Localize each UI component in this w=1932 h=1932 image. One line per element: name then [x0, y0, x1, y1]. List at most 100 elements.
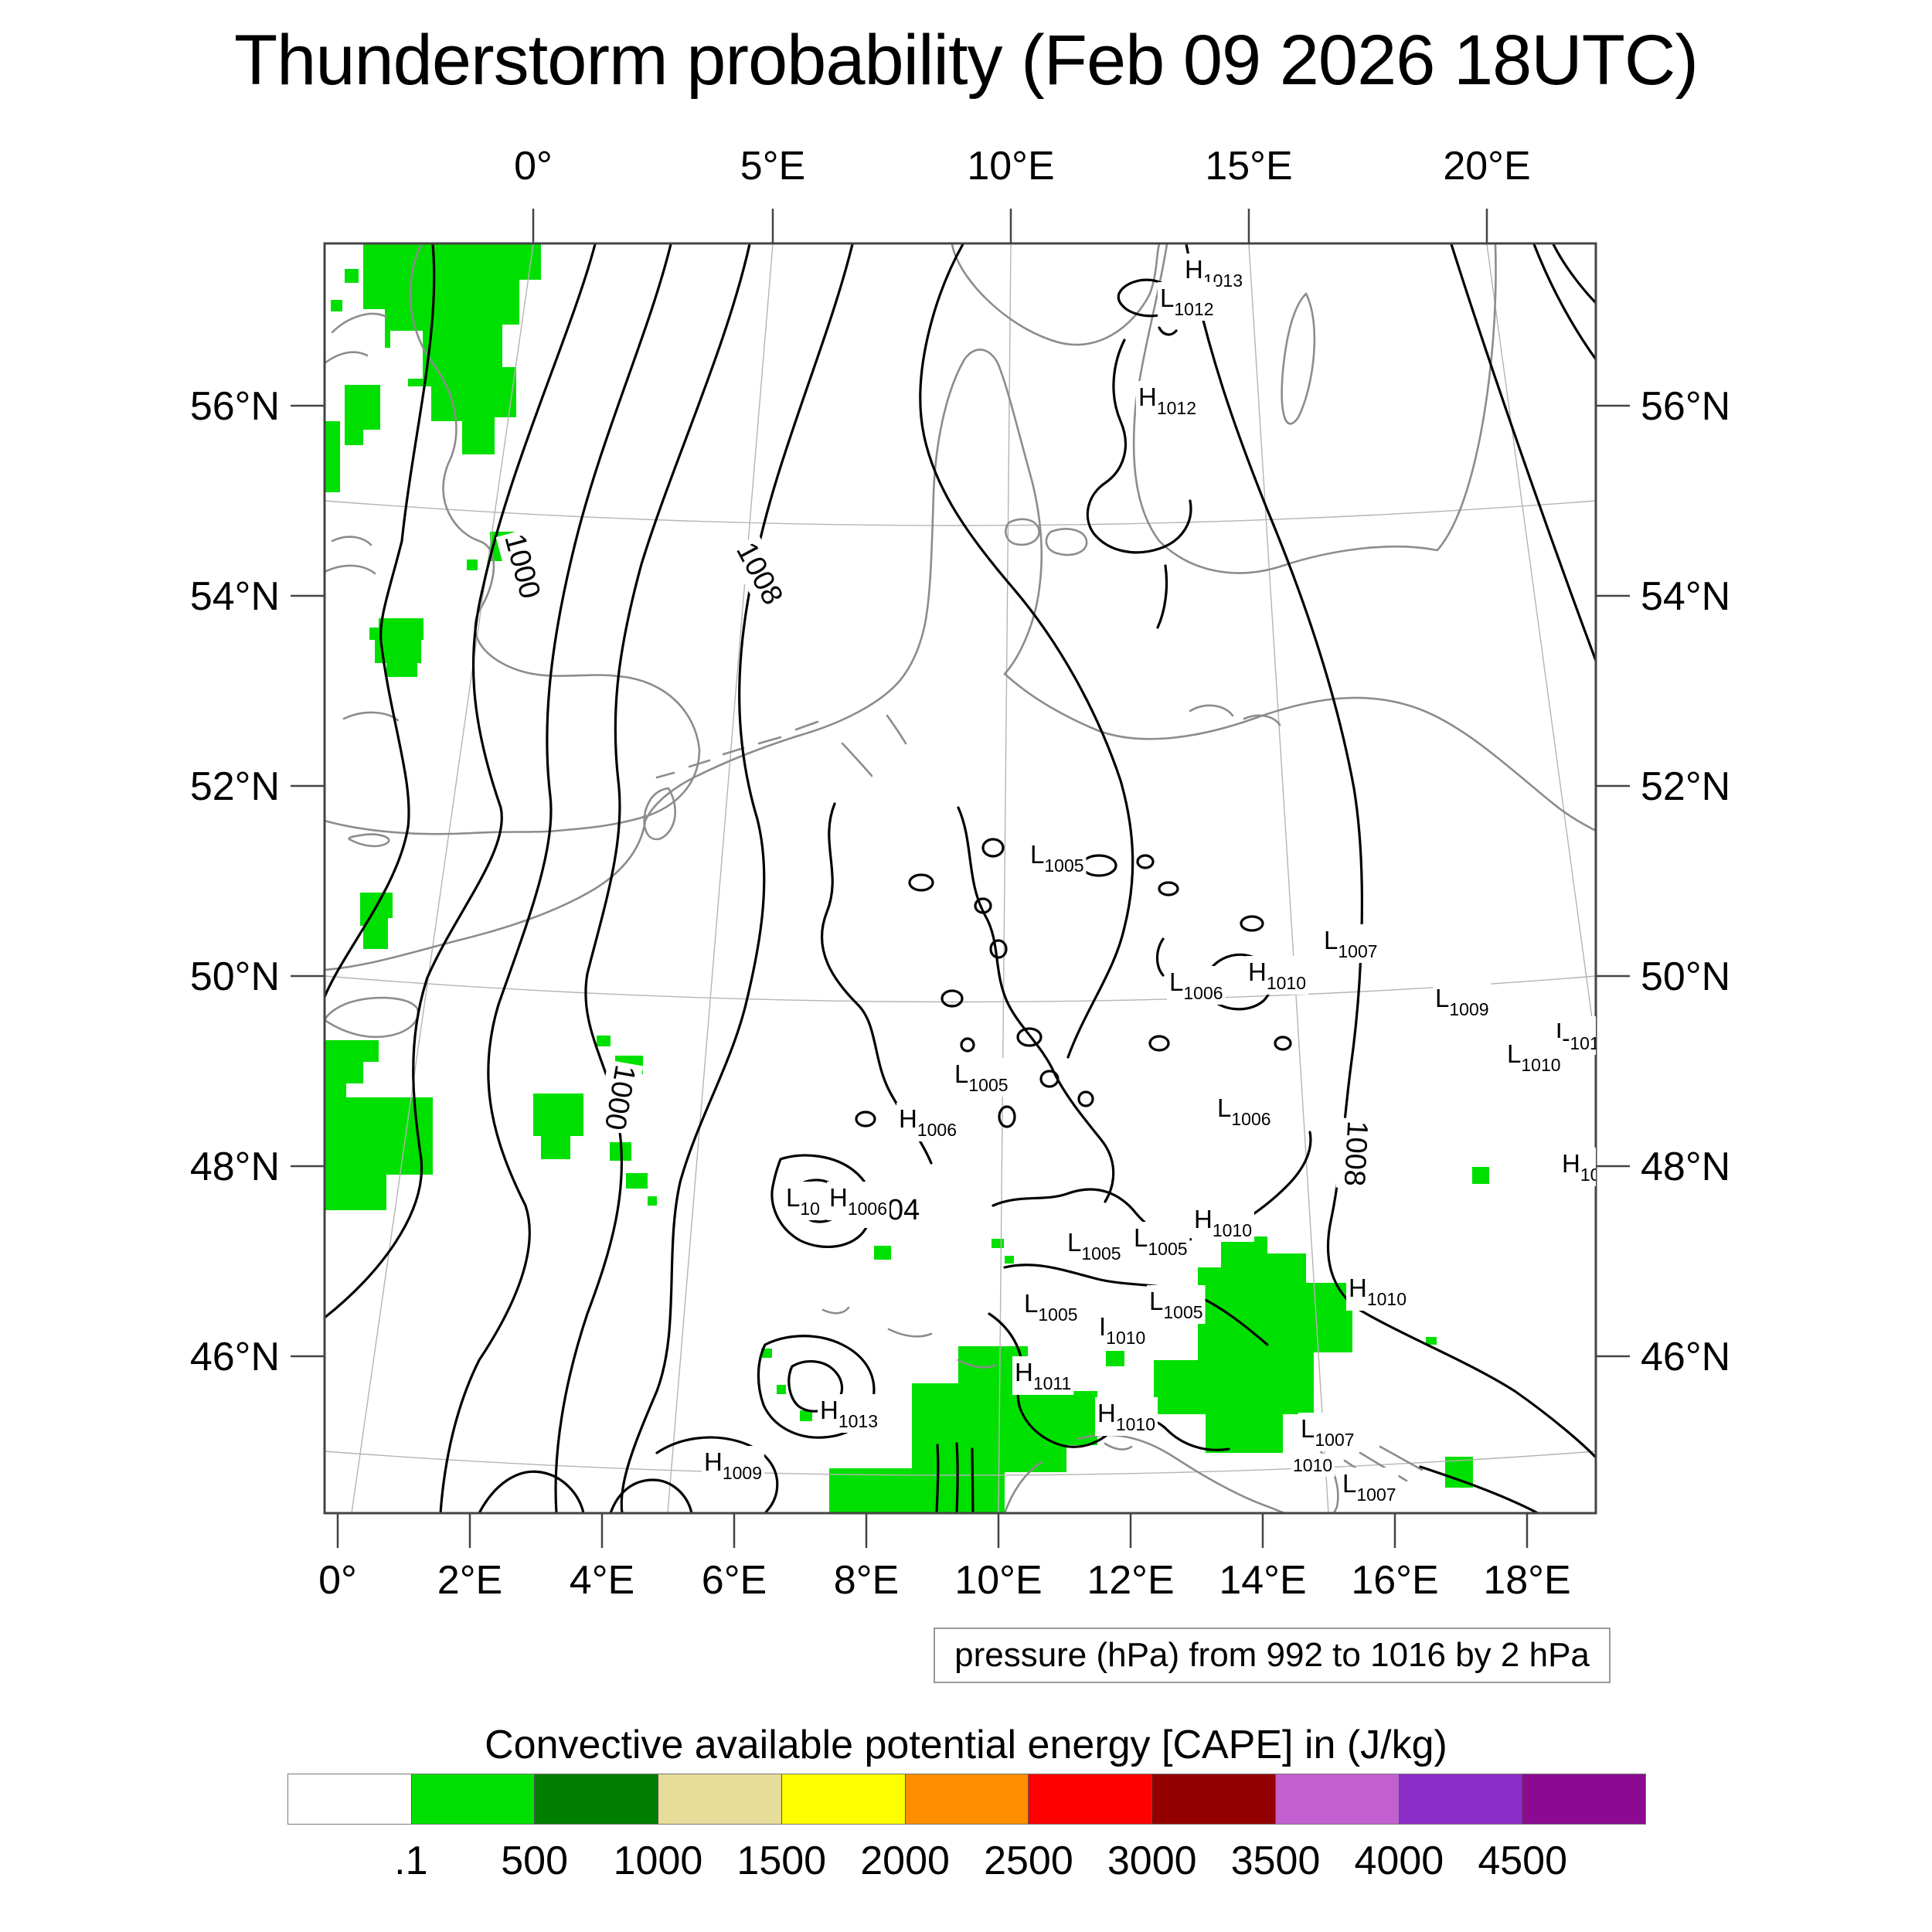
pressure-marker-H-1010: H1010: [1246, 956, 1309, 995]
pressure-marker-L-1005: L1005: [1147, 1285, 1206, 1324]
pressure-marker-H-1010: H1010: [1095, 1397, 1158, 1436]
pressure-marker-L-1005: L1005: [1131, 1222, 1190, 1260]
plot-title: Thunderstorm probability (Feb 09 2026 18…: [233, 21, 1699, 100]
pressure-marker-n-1010: 1010: [1291, 1454, 1335, 1477]
top-lon-label: 20°E: [1443, 144, 1530, 189]
top-lon-label: 5°E: [740, 144, 805, 189]
pressure-marker-H-1013: H1013: [818, 1394, 881, 1433]
contour-label-1000: 1000: [495, 528, 549, 605]
colorbar-label-4000: 4000: [1354, 1838, 1444, 1883]
contour-label-1008: 1008: [1335, 1117, 1376, 1190]
colorbar-label-4500: 4500: [1478, 1838, 1568, 1883]
bottom-lon-label: 12°E: [1087, 1558, 1174, 1603]
coastlines: [325, 243, 1596, 1513]
left-lat-label: 56°N: [190, 384, 280, 429]
pressure-marker-H-1010: H1010: [1560, 1148, 1596, 1186]
axis-labels: 0° 5°E 10°E 15°E 20°E 0° 2°E 4°E 6°E 8°E 10°E 12°E 1…: [190, 144, 1730, 1603]
pressure-marker-L-1007: L1007: [1298, 1413, 1357, 1451]
right-lat-label: 48°N: [1641, 1145, 1730, 1189]
top-lon-label: 10°E: [967, 144, 1054, 189]
colorbar-cell-4: [781, 1774, 905, 1824]
bottom-lon-label: 6°E: [702, 1558, 767, 1603]
right-lat-label: 54°N: [1641, 574, 1730, 619]
pressure-marker-H-1009: H1009: [702, 1446, 765, 1485]
cape-area: [360, 893, 393, 949]
pressure-marker-L-1006: L1006: [1167, 966, 1226, 1005]
axis-ticks: [291, 209, 1630, 1548]
cape-area: [989, 1396, 1032, 1453]
pressure-center-markers: H1013 L1012 H1012 L1005 L1007 H1010 L1006 L1009…: [702, 253, 1596, 1506]
cape-area: [345, 385, 380, 445]
colorbar-cell-6: [1028, 1774, 1152, 1824]
cape-area: [363, 244, 541, 454]
colorbar-label-3000: 3000: [1107, 1838, 1197, 1883]
pressure-marker-L-1006: L1006: [1215, 1092, 1274, 1131]
colorbar-cell-8: [1274, 1774, 1399, 1824]
pressure-marker-L-1010: L1010: [1505, 1038, 1563, 1077]
pressure-marker-H-1010: H1010: [1346, 1272, 1410, 1311]
colorbar-cell-1: [410, 1774, 535, 1824]
isobar-contours: [325, 243, 1596, 1513]
pressure-marker-L-1005: L1005: [1028, 838, 1087, 877]
pressure-marker-L-1005: L1005: [1022, 1287, 1080, 1326]
right-lat-label: 50°N: [1641, 954, 1730, 999]
svg-text:H1010: H1010: [1349, 1274, 1406, 1309]
pressure-marker-H-1010: H1010: [1192, 1203, 1255, 1242]
colorbar-cell-5: [904, 1774, 1029, 1824]
colorbar-cell-10: [1522, 1774, 1646, 1824]
pressure-marker-L-1009: L1009: [1433, 982, 1492, 1021]
pressure-marker-L-1005: L1005: [952, 1058, 1011, 1097]
colorbar-label-1000: 1000: [613, 1838, 703, 1883]
pressure-note-text: pressure (hPa) from 992 to 1016 by 2 hPa: [954, 1636, 1590, 1674]
bottom-lon-label: 4°E: [570, 1558, 634, 1603]
pressure-marker-L-1012: L1012: [1158, 282, 1216, 321]
svg-text:1008: 1008: [1338, 1120, 1373, 1187]
left-lat-label: 52°N: [190, 764, 280, 809]
colorbar-label-2000: 2000: [860, 1838, 950, 1883]
cape-shaded-areas: [325, 244, 1489, 1513]
colorbar-cell-7: [1151, 1774, 1275, 1824]
pressure-marker-L-10: L10: [784, 1182, 822, 1220]
colorbar-label-.1: .1: [394, 1838, 428, 1883]
pressure-marker-I-1010: I1010: [1097, 1311, 1148, 1349]
right-lat-label: 46°N: [1641, 1335, 1730, 1379]
svg-text:1008: 1008: [730, 537, 789, 610]
colorbar-cell-2: [534, 1774, 658, 1824]
bottom-lon-label: 8°E: [834, 1558, 899, 1603]
right-lat-label: 56°N: [1641, 384, 1730, 429]
top-lon-label: 15°E: [1205, 144, 1292, 189]
colorbar-label-2500: 2500: [984, 1838, 1073, 1883]
top-lon-label: 0°: [514, 144, 553, 189]
cape-legend-title: Convective available potential energy [C…: [485, 1723, 1447, 1767]
left-lat-label: 48°N: [190, 1145, 280, 1189]
contour-label-1008: 1008: [727, 534, 792, 614]
map-frame: [323, 242, 1597, 1515]
cape-area: [369, 618, 423, 677]
bottom-lon-label: 0°: [318, 1558, 357, 1603]
colorbar-label-1500: 1500: [736, 1838, 827, 1883]
svg-text:1010: 1010: [1293, 1455, 1332, 1475]
bottom-lon-label: 10°E: [954, 1558, 1042, 1603]
bottom-lon-label: 2°E: [437, 1558, 502, 1603]
pressure-marker-H-1006: H1006: [896, 1103, 960, 1141]
bottom-lon-label: 18°E: [1483, 1558, 1570, 1603]
colorbar-cell-0: [288, 1774, 411, 1824]
cape-colorbar: [287, 1774, 1646, 1825]
cape-area: [325, 1040, 433, 1210]
pressure-marker-H-1012: H1012: [1136, 381, 1199, 420]
bottom-lon-label: 14°E: [1219, 1558, 1306, 1603]
left-lat-label: 46°N: [190, 1335, 280, 1379]
pressure-marker-L-1010: L1010: [1553, 1016, 1596, 1055]
graticule-lines: [325, 243, 1596, 1513]
colorbar-label-3500: 3500: [1230, 1838, 1321, 1883]
right-lat-label: 52°N: [1641, 764, 1730, 809]
pressure-marker-L-1007: L1007: [1321, 924, 1380, 963]
cape-area: [533, 1094, 583, 1159]
pressure-marker-L-1007: L1007: [1340, 1468, 1399, 1506]
colorbar-label-500: 500: [501, 1838, 569, 1883]
colorbar-cell-9: [1398, 1774, 1522, 1824]
left-lat-label: 54°N: [190, 574, 280, 619]
pressure-marker-H-1011: H1011: [1012, 1356, 1074, 1395]
